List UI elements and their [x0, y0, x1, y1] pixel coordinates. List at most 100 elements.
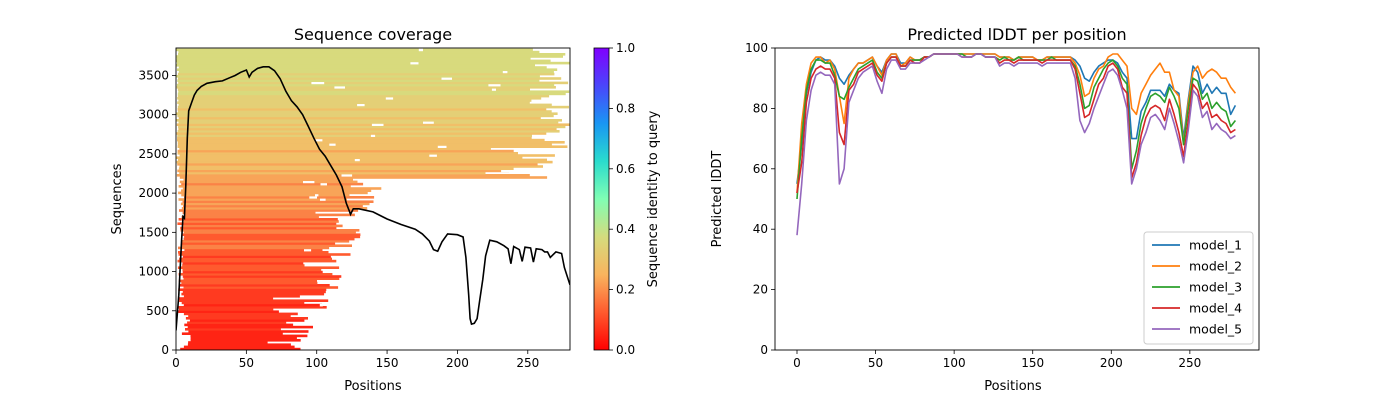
coverage-row: [190, 339, 301, 342]
coverage-row: [179, 147, 491, 151]
coverage-row: [177, 149, 514, 153]
coverage-row: [179, 299, 329, 302]
coverage-row: [181, 189, 372, 192]
plddt-x-label: Positions: [984, 379, 1042, 394]
coverage-gap: [371, 224, 385, 228]
coverage-row: [177, 97, 542, 100]
colorbar-tick-label: 0.8: [616, 101, 635, 115]
coverage-x-tick-label: 50: [239, 356, 254, 370]
coverage-gap: [384, 328, 392, 331]
coverage-gap: [303, 180, 315, 184]
coverage-gap: [393, 284, 406, 287]
coverage-row: [177, 110, 552, 113]
colorbar-gradient: [593, 47, 610, 351]
coverage-row: [176, 119, 562, 122]
coverage-row: [180, 202, 370, 206]
coverage-gap: [319, 303, 323, 307]
coverage-row: [176, 55, 563, 58]
coverage-row: [182, 211, 316, 214]
colorbar-ticks: 0.0 0.2 0.4 0.6 0.8 1.0: [609, 41, 635, 357]
coverage-row: [176, 132, 547, 135]
coverage-row: [178, 127, 557, 131]
coverage-row: [176, 83, 555, 87]
coverage-row: [177, 169, 510, 173]
coverage-row: [179, 176, 548, 179]
coverage-row: [181, 182, 364, 186]
coverage-gap: [458, 207, 466, 210]
coverage-row: [178, 125, 566, 129]
coverage-row: [178, 99, 532, 102]
coverage-row: [183, 277, 340, 280]
coverage-gap: [429, 292, 434, 296]
coverage-row: [177, 259, 337, 263]
coverage-row: [178, 306, 327, 309]
coverage-x-tick-label: 150: [376, 356, 399, 370]
plddt-y-ticks: 0 20 40 60 80 100: [745, 41, 775, 357]
coverage-row: [176, 59, 551, 63]
coverage-row: [181, 193, 350, 197]
coverage-row: [184, 196, 375, 199]
coverage-gap: [410, 61, 419, 65]
coverage-row: [185, 328, 281, 331]
coverage-row: [179, 171, 486, 175]
coverage-row: [177, 88, 531, 91]
coverage-row: [183, 231, 356, 234]
coverage-row: [178, 53, 566, 56]
coverage-gap: [424, 270, 430, 274]
coverage-row: [183, 345, 295, 349]
legend-entry: model_1: [1189, 238, 1242, 253]
coverage-row: [187, 343, 291, 346]
coverage-row: [181, 332, 283, 335]
coverage-gap: [320, 198, 326, 201]
coverage-row: [178, 90, 570, 93]
coverage-row: [188, 314, 291, 318]
coverage-gap: [441, 77, 452, 80]
plddt-line-model-2: [796, 53, 1237, 194]
coverage-row: [176, 57, 531, 60]
coverage-y-tick-label: 1500: [138, 225, 169, 239]
coverage-gap: [513, 332, 523, 335]
coverage-row: [190, 334, 308, 338]
plddt-x-tick-label: 50: [868, 356, 883, 370]
legend-entry: model_5: [1189, 322, 1242, 337]
coverage-y-tick-label: 2000: [138, 186, 169, 200]
coverage-gap: [428, 330, 437, 333]
coverage-row: [189, 319, 305, 322]
coverage-gap: [385, 97, 394, 100]
coverage-row: [182, 275, 342, 278]
coverage-row: [177, 266, 340, 269]
plddt-y-tick-label: 0: [760, 343, 768, 357]
coverage-row: [177, 101, 530, 104]
coverage-row: [181, 281, 318, 285]
coverage-row: [178, 218, 338, 221]
coverage-row: [184, 213, 355, 217]
coverage-row: [183, 237, 355, 241]
coverage-row: [180, 229, 360, 232]
plddt-line-model-3: [796, 53, 1237, 200]
coverage-row: [181, 301, 305, 305]
coverage-row: [183, 224, 343, 228]
coverage-row: [176, 156, 523, 159]
coverage-row: [187, 325, 313, 329]
coverage-row: [178, 81, 569, 85]
colorbar-tick-label: 0.2: [616, 283, 635, 297]
coverage-row: [188, 330, 309, 333]
coverage-gap: [327, 290, 340, 294]
plddt-x-tick-label: 100: [943, 356, 966, 370]
coverage-row: [178, 185, 351, 188]
coverage-gap: [314, 138, 323, 142]
plddt-x-tick-label: 0: [793, 356, 801, 370]
coverage-gap: [414, 277, 424, 280]
coverage-row: [182, 264, 305, 267]
coverage-row: [178, 288, 327, 291]
coverage-title: Sequence coverage: [294, 25, 452, 44]
coverage-row: [178, 253, 351, 256]
plddt-y-label: Predicted lDDT: [710, 151, 725, 248]
coverage-row: [181, 240, 350, 243]
coverage-row: [177, 92, 566, 96]
coverage-gap: [386, 343, 397, 346]
coverage-gap: [501, 169, 513, 173]
legend-entry: model_3: [1189, 280, 1242, 295]
coverage-row: [177, 68, 558, 71]
coverage-row: [182, 255, 331, 258]
